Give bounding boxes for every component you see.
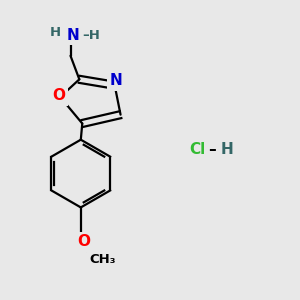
Text: CH₃: CH₃ — [90, 253, 116, 266]
Text: H: H — [220, 142, 233, 158]
Text: O: O — [77, 234, 90, 249]
Text: N: N — [110, 73, 122, 88]
Text: O: O — [52, 88, 65, 103]
Text: N: N — [67, 28, 80, 43]
Text: Cl: Cl — [189, 142, 205, 158]
Text: –: – — [208, 142, 216, 158]
Text: H: H — [50, 26, 61, 39]
Text: –H: –H — [82, 29, 100, 42]
